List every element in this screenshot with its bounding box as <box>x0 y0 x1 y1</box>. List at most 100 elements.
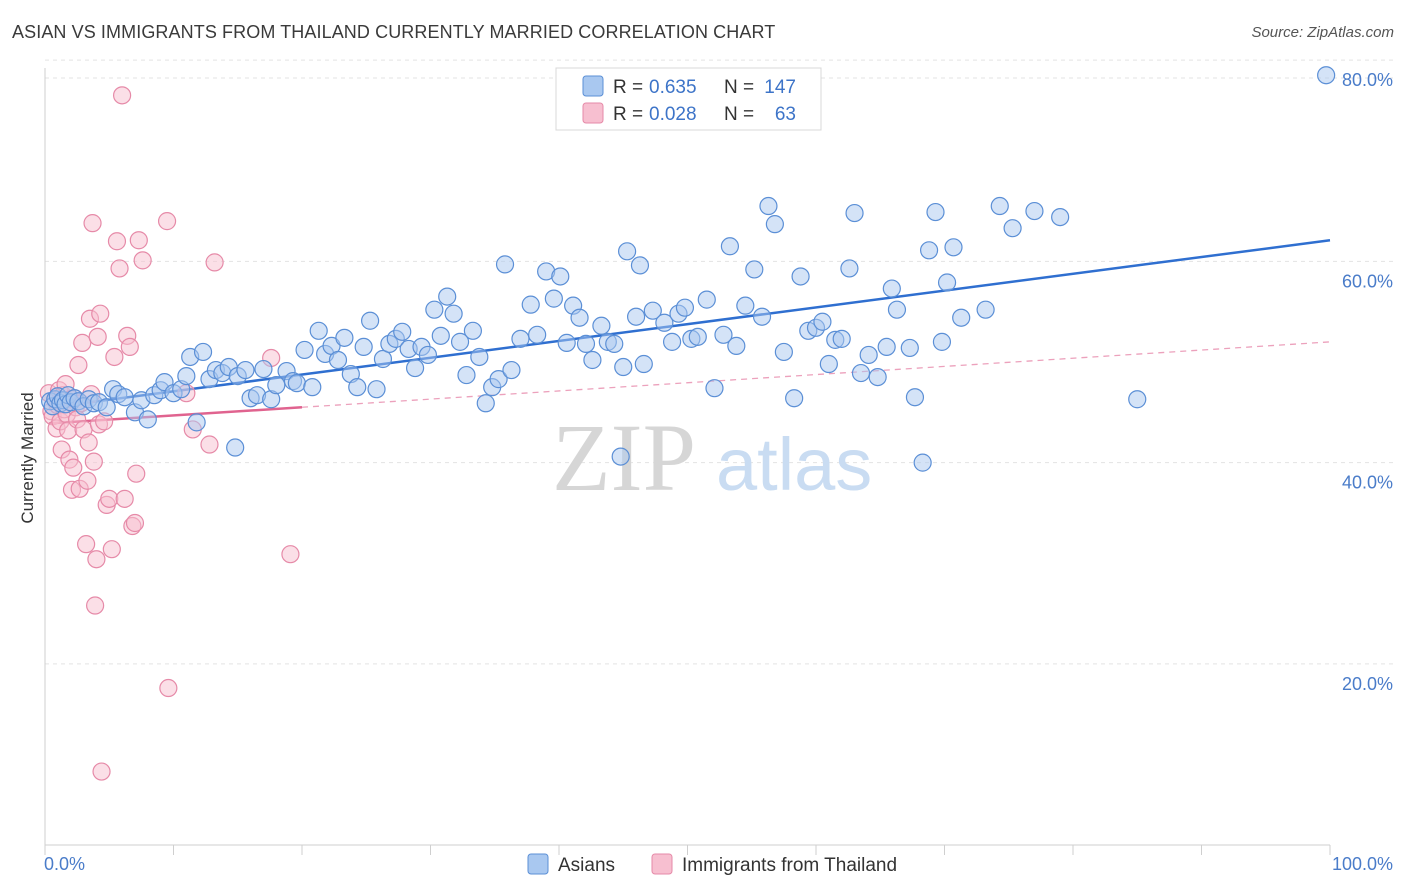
point-asian-106 <box>697 290 716 309</box>
point-asian-78 <box>502 360 521 380</box>
point-asian-47 <box>303 378 322 397</box>
point-asian-138 <box>932 332 952 351</box>
point-asian-109 <box>720 237 740 256</box>
point-asian-85 <box>557 333 576 352</box>
point-asian-66 <box>425 300 444 319</box>
point-asian-15 <box>97 398 116 417</box>
point-asian-55 <box>354 337 373 357</box>
point-asian-146 <box>1051 208 1070 227</box>
point-thailand-37 <box>91 304 110 323</box>
point-thailand-27 <box>78 471 97 490</box>
point-asian-57 <box>367 380 386 399</box>
legend-n-label-asians: N = <box>724 77 754 98</box>
point-asian-145 <box>1025 201 1044 221</box>
point-asian-93 <box>611 447 630 466</box>
legend-r-value-thailand: 0.028 <box>649 104 697 125</box>
legend-bottom-swatch-asians <box>527 853 549 875</box>
point-asian-140 <box>944 238 963 257</box>
point-asian-70 <box>450 332 470 351</box>
point-thailand-52 <box>127 464 146 483</box>
legend-top: R = 0.635 N = 147 R = 0.028 N = 63 <box>555 67 822 131</box>
point-asian-77 <box>495 255 515 274</box>
point-asian-100 <box>655 313 674 332</box>
legend-n-value-thailand: 63 <box>775 104 796 125</box>
point-thailand-45 <box>110 259 129 278</box>
point-asian-96 <box>626 307 646 326</box>
point-asian-132 <box>887 300 907 319</box>
point-thailand-28 <box>79 433 98 452</box>
point-asian-58 <box>373 349 393 369</box>
point-asian-112 <box>745 260 764 279</box>
legend-bottom-label-asians: Asians <box>558 855 615 876</box>
point-asian-79 <box>511 329 530 348</box>
point-asian-73 <box>470 347 489 367</box>
point-asian-115 <box>765 215 784 234</box>
point-thailand-31 <box>83 214 102 233</box>
point-asian-99 <box>643 301 662 320</box>
point-asian-130 <box>877 337 896 357</box>
point-asian-141 <box>952 308 971 327</box>
point-asian-67 <box>431 326 450 345</box>
x-tick-label-max: 100.0% <box>1332 854 1393 874</box>
point-asian-37 <box>236 360 255 380</box>
point-thailand-56 <box>159 678 178 698</box>
point-thailand-41 <box>100 489 119 508</box>
point-thailand-55 <box>157 212 177 231</box>
point-asian-107 <box>705 379 724 398</box>
point-asian-121 <box>813 312 832 331</box>
point-asian-51 <box>328 350 348 370</box>
point-thailand-59 <box>200 435 219 454</box>
point-asian-144 <box>1003 219 1022 238</box>
point-asian-134 <box>905 388 925 407</box>
legend-bottom: Asians Immigrants from Thailand <box>527 853 897 876</box>
point-asian-98 <box>634 354 653 374</box>
point-thailand-42 <box>102 540 121 559</box>
point-asian-117 <box>785 389 804 408</box>
trend-line-asians <box>51 239 1331 409</box>
point-asian-136 <box>919 241 939 260</box>
point-asian-46 <box>295 340 314 360</box>
point-thailand-21 <box>69 355 88 375</box>
point-asian-97 <box>630 256 650 275</box>
point-asian-52 <box>335 328 354 347</box>
point-thailand-35 <box>88 327 107 346</box>
y-axis-title: Currently Married <box>18 392 37 523</box>
point-asian-81 <box>528 325 547 344</box>
point-asian-114 <box>759 196 778 216</box>
legend-bottom-swatch-thailand <box>651 853 673 875</box>
point-asian-122 <box>819 354 838 374</box>
point-asian-111 <box>736 296 755 315</box>
point-asian-129 <box>868 367 887 387</box>
point-asian-95 <box>618 242 637 261</box>
point-asian-65 <box>418 345 438 365</box>
point-asian-88 <box>576 334 596 353</box>
point-asian-116 <box>774 342 793 362</box>
point-thailand-43 <box>105 347 124 367</box>
point-thailand-62 <box>281 545 300 564</box>
point-thailand-47 <box>115 489 134 508</box>
source-credit: Source: ZipAtlas.com <box>1251 24 1394 41</box>
point-thailand-44 <box>107 232 127 251</box>
point-asian-127 <box>851 363 871 383</box>
point-asian-54 <box>348 378 367 397</box>
point-asian-27 <box>177 366 196 386</box>
legend-r-label-asians: R = <box>613 77 643 98</box>
legend-r-value-asians: 0.635 <box>649 77 697 98</box>
y-tick-label-20: 20.0% <box>1342 674 1393 694</box>
point-thailand-46 <box>112 86 132 105</box>
point-asian-124 <box>832 329 851 348</box>
legend-r-label-thailand: R = <box>613 104 643 125</box>
trend-line-thailand-extended <box>301 341 1331 408</box>
point-asian-143 <box>990 196 1009 216</box>
legend-swatch-asians <box>582 75 604 97</box>
point-asian-71 <box>457 365 476 385</box>
point-thailand-53 <box>129 231 148 250</box>
axes <box>44 68 1331 855</box>
point-asian-142 <box>976 300 995 319</box>
point-asian-89 <box>583 350 602 370</box>
point-thailand-33 <box>86 596 105 615</box>
point-asian-80 <box>521 295 540 314</box>
point-thailand-34 <box>87 550 106 569</box>
point-asian-135 <box>913 453 932 472</box>
point-thailand-26 <box>77 535 96 554</box>
